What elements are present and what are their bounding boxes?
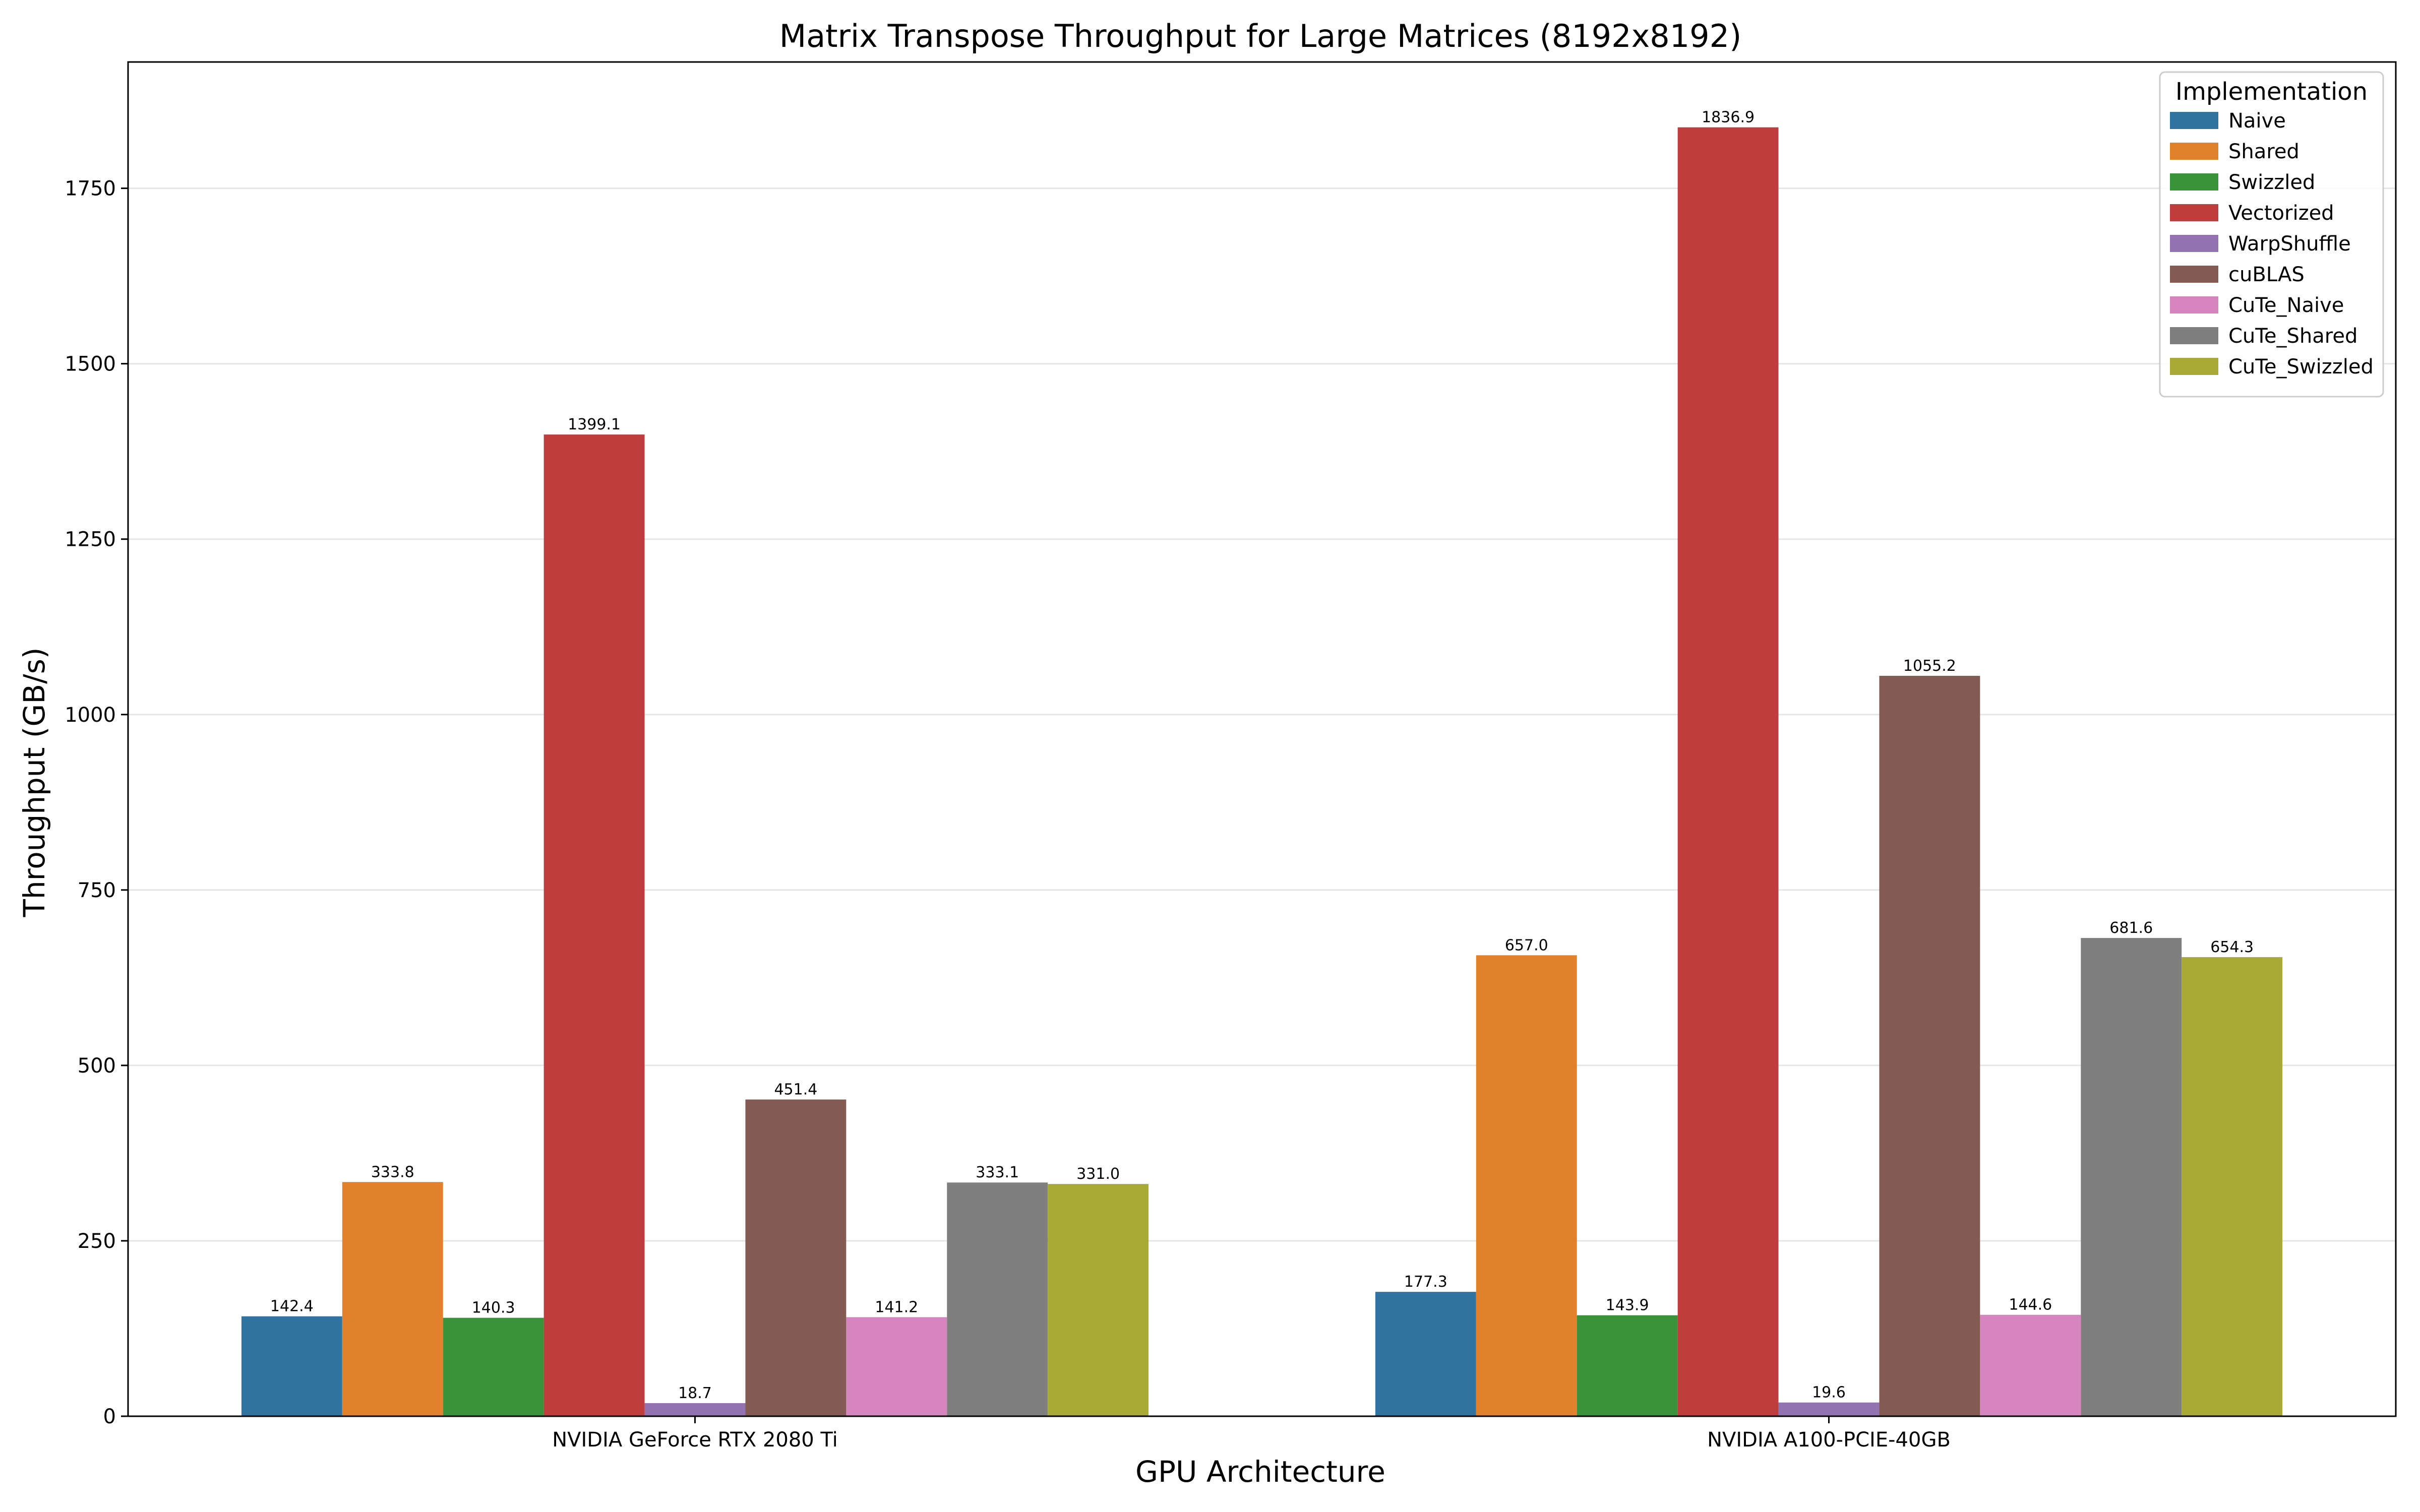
bar-value-label: 140.3	[472, 1299, 515, 1317]
y-tick-label: 1000	[65, 704, 116, 727]
bar-value-label: 144.6	[2009, 1296, 2052, 1314]
legend-entry-label: CuTe_Naive	[2228, 294, 2344, 317]
bar	[846, 1317, 947, 1416]
y-tick-label: 0	[103, 1405, 116, 1428]
y-tick-label: 750	[78, 879, 116, 902]
legend-swatch	[2170, 173, 2218, 191]
bar	[1879, 675, 1980, 1416]
plot-frame	[127, 61, 2397, 1417]
legend-swatch	[2170, 112, 2218, 129]
bar	[947, 1182, 1048, 1416]
bar-value-label: 18.7	[678, 1384, 712, 1402]
legend-entry-label: cuBLAS	[2228, 263, 2305, 286]
legend-swatch	[2170, 327, 2218, 344]
bar	[1577, 1315, 1678, 1416]
bar-value-label: 333.8	[371, 1163, 414, 1181]
legend-entry-label: CuTe_Swizzled	[2228, 355, 2374, 379]
y-tick-label: 1500	[65, 353, 116, 376]
bar	[1048, 1184, 1149, 1416]
bar-value-label: 141.2	[875, 1298, 918, 1316]
bar-value-label: 1836.9	[1702, 109, 1754, 127]
bar-value-label: 333.1	[976, 1164, 1019, 1181]
bars	[241, 127, 2283, 1417]
bar-value-label: 451.4	[774, 1081, 817, 1099]
legend-swatch	[2170, 204, 2218, 221]
legend-entry-label: WarpShuffle	[2228, 232, 2351, 256]
bar	[1778, 1402, 1880, 1416]
y-tick-label: 500	[78, 1054, 116, 1078]
bar-value-label: 1055.2	[1903, 657, 1956, 675]
bar	[342, 1182, 443, 1416]
bar-value-label: 1399.1	[568, 416, 621, 433]
y-tick-label: 250	[78, 1230, 116, 1253]
bar	[1980, 1314, 2081, 1416]
chart-title: Matrix Transpose Throughput for Large Ma…	[779, 18, 1742, 54]
legend-swatch	[2170, 235, 2218, 252]
legend-swatch	[2170, 358, 2218, 375]
x-axis: NVIDIA GeForce RTX 2080 Ti NVIDIA A100-PC…	[552, 1416, 1951, 1452]
legend-title: Implementation	[2175, 78, 2368, 106]
bar	[1677, 127, 1779, 1416]
bar-value-label: 681.6	[2109, 919, 2153, 937]
x-tick-label: NVIDIA GeForce RTX 2080 Ti	[552, 1428, 838, 1452]
bar-value-label: 143.9	[1606, 1297, 1649, 1314]
bar	[443, 1317, 544, 1416]
legend-swatch	[2170, 266, 2218, 283]
legend-entry-label: Naive	[2228, 109, 2286, 133]
bar-value-label: 177.3	[1404, 1273, 1447, 1291]
bar-value-label: 331.0	[1076, 1165, 1120, 1183]
legend-entry-label: Shared	[2228, 140, 2300, 163]
bar-value-label: 19.6	[1812, 1384, 1846, 1402]
bar	[745, 1099, 846, 1416]
x-axis-label: GPU Architecture	[1135, 1455, 1385, 1489]
bar	[1375, 1292, 1476, 1416]
bar-value-label: 657.0	[1505, 936, 1548, 954]
x-tick-label: NVIDIA A100-PCIE-40GB	[1707, 1428, 1951, 1452]
y-axis-label: Throughput (GB/s)	[17, 647, 51, 917]
legend-entry-label: Swizzled	[2228, 171, 2315, 194]
bar	[1476, 955, 1577, 1416]
bar-labels: 142.4 333.8 140.3 1399.1 18.7 451.4 141.2 333.1…	[270, 109, 2254, 1402]
legend-swatch	[2170, 143, 2218, 160]
bar	[644, 1403, 746, 1416]
bar	[2081, 938, 2182, 1416]
bar	[2182, 957, 2283, 1416]
legend-entry-label: CuTe_Shared	[2228, 325, 2357, 348]
legend-swatch	[2170, 296, 2218, 313]
bar	[543, 434, 645, 1417]
y-tick-label: 1750	[65, 177, 116, 201]
legend: Implementation Naive Shared Swizzled Vector…	[2159, 71, 2384, 398]
y-axis: 0 250 500 750 1000 1250 1500 1750	[65, 177, 128, 1428]
legend-items: Naive Shared Swizzled Vectorized WarpShuffle…	[2170, 109, 2374, 379]
bar-value-label: 654.3	[2210, 938, 2254, 956]
y-tick-label: 1250	[65, 528, 116, 551]
legend-entry-label: Vectorized	[2228, 202, 2334, 225]
bar	[241, 1316, 342, 1416]
bar-value-label: 142.4	[270, 1298, 314, 1315]
